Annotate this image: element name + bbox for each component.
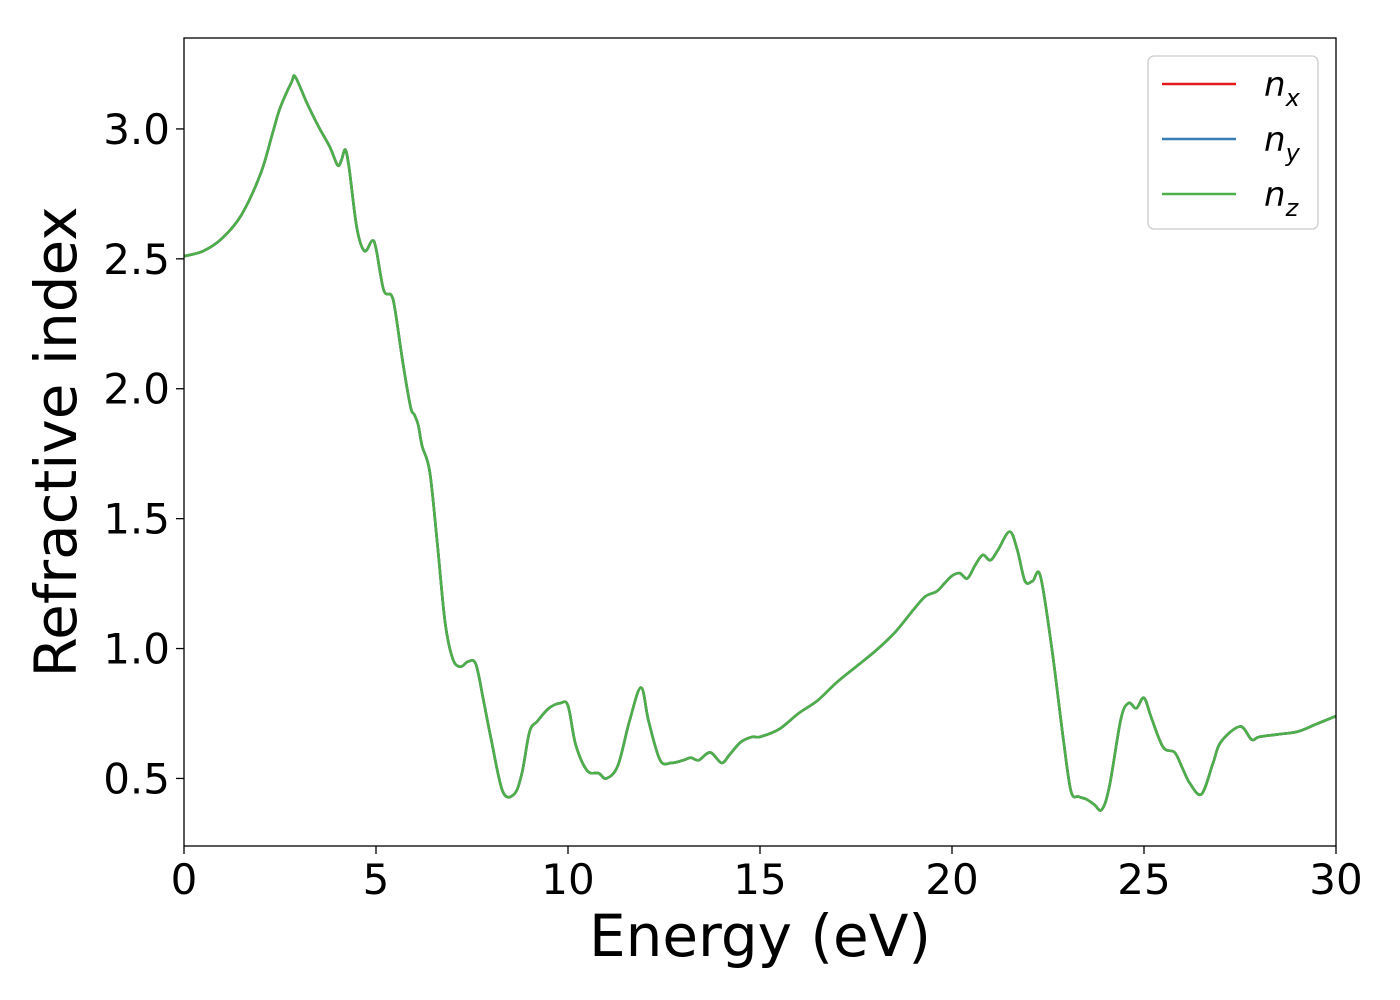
- y-tick-label: 2.5: [103, 235, 170, 284]
- legend-label-subscript: x: [1285, 84, 1301, 112]
- plot-area: [184, 74, 1336, 812]
- x-tick-label: 0: [171, 855, 198, 904]
- legend-label-base: n: [1264, 175, 1286, 215]
- y-tick-label: 1.5: [103, 495, 170, 544]
- series-line-n-z: [184, 74, 1336, 812]
- legend-label-base: n: [1264, 120, 1286, 160]
- series-lines: [184, 74, 1336, 812]
- x-tick-label: 5: [363, 855, 390, 904]
- legend-label-n-x: nx: [1264, 65, 1301, 112]
- y-tick-label: 0.5: [103, 754, 170, 803]
- x-tick-label: 30: [1309, 855, 1362, 904]
- legend-label-n-z: nz: [1264, 175, 1300, 222]
- y-tick-label: 2.0: [103, 365, 170, 414]
- y-tick-label: 3.0: [103, 105, 170, 154]
- legend-label-base: n: [1264, 65, 1286, 105]
- x-tick-label: 25: [1117, 855, 1170, 904]
- x-axis-title: Energy (eV): [589, 902, 931, 970]
- legend-box: [1147, 55, 1319, 230]
- legend-label-subscript: y: [1285, 139, 1301, 167]
- legend-label-n-y: ny: [1264, 120, 1301, 167]
- y-tick-label: 1.0: [103, 625, 170, 674]
- y-axis-ticks: 0.5 1.0 1.5 2.0 2.5 3.0: [103, 105, 184, 803]
- y-axis-title: Refractive index: [22, 206, 90, 677]
- x-tick-label: 20: [925, 855, 978, 904]
- x-tick-label: 10: [541, 855, 594, 904]
- legend-label-subscript: z: [1285, 194, 1300, 222]
- x-tick-label: 15: [733, 855, 786, 904]
- x-axis-ticks: 0 5 10 15 20 25 30: [171, 846, 1363, 904]
